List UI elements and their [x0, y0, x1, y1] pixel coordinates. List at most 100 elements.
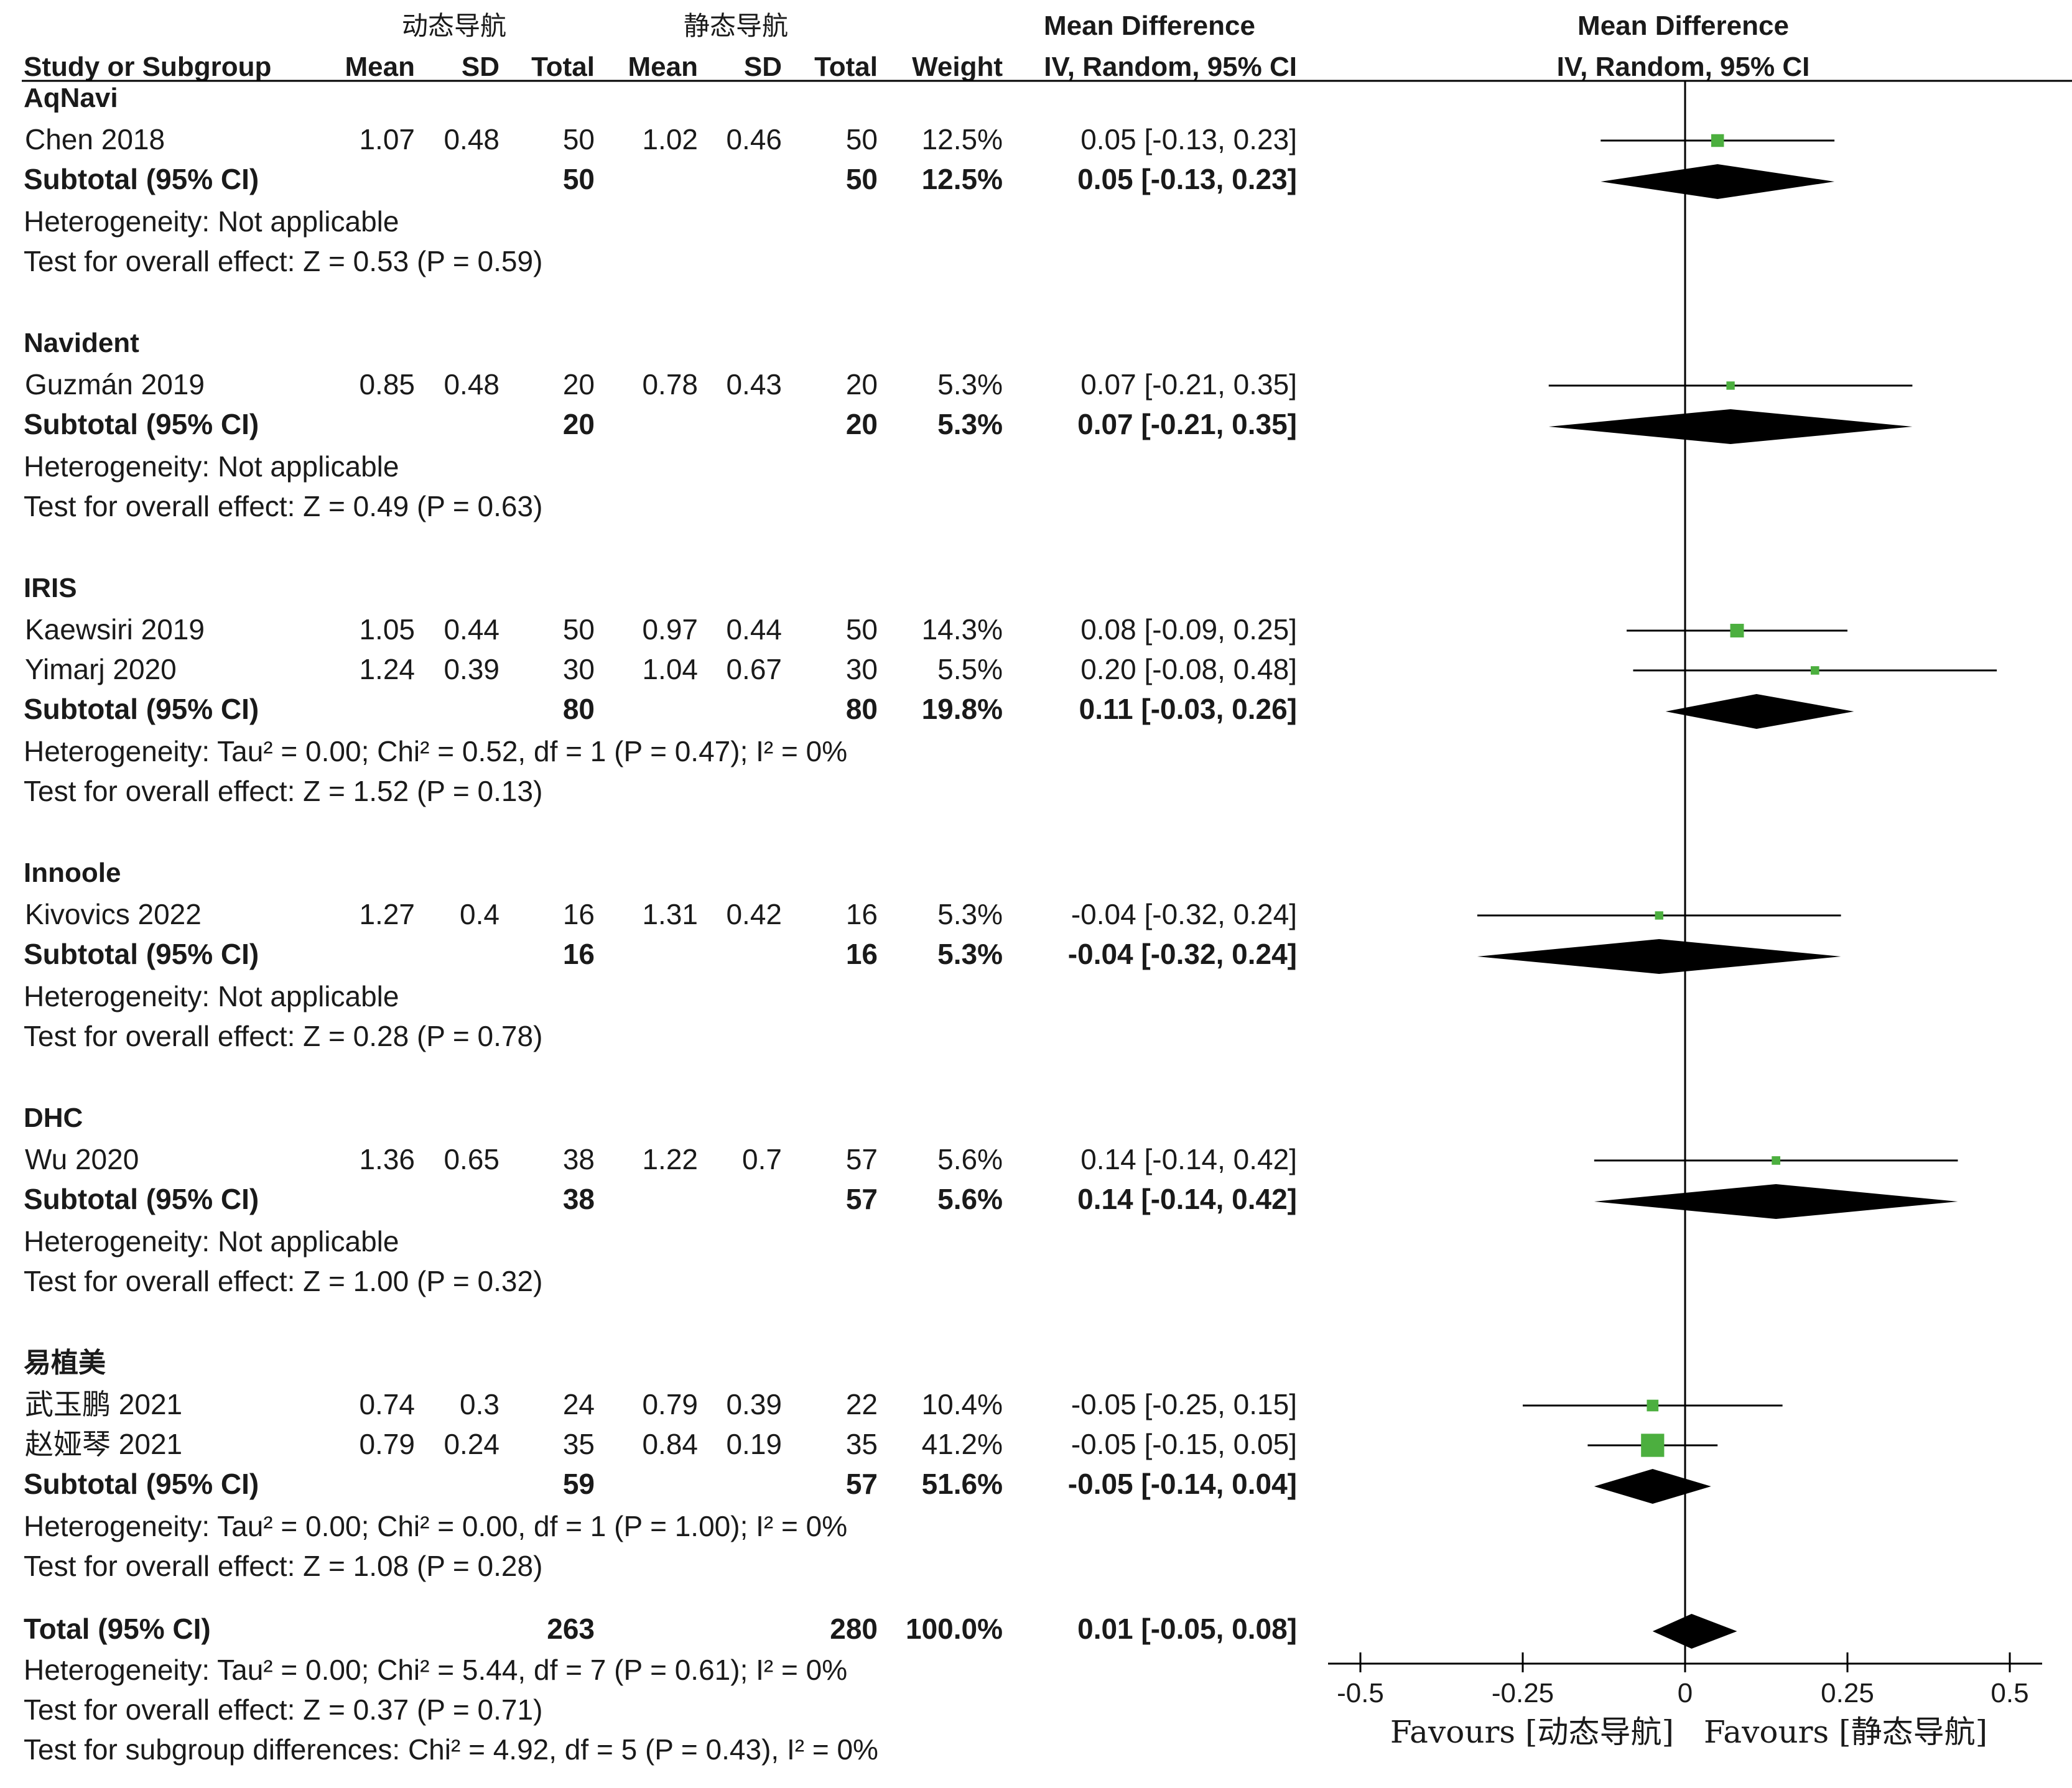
sd1-value: 0.3: [460, 1388, 499, 1420]
heterogeneity-text: Heterogeneity: Tau² = 0.00; Chi² = 0.00,…: [24, 1510, 847, 1542]
weight-value: 5.3%: [937, 898, 1003, 930]
subtotal-ci: 0.05 [-0.13, 0.23]: [1077, 163, 1297, 195]
total1-value: 35: [563, 1428, 595, 1460]
study-name: 武玉鹏 2021: [25, 1388, 182, 1420]
total-diamond: [1652, 1614, 1737, 1649]
subtotal-label: Subtotal (95% CI): [24, 693, 259, 725]
sd1-value: 0.48: [444, 368, 499, 401]
subtotal-diamond: [1477, 939, 1841, 974]
subtotal-total2: 50: [846, 163, 878, 195]
sd1-value: 0.24: [444, 1428, 499, 1460]
subgroup-title: Navident: [24, 328, 139, 358]
favours-right-label: Favours [静态导航]: [1704, 1714, 1987, 1750]
subtotal-label: Subtotal (95% CI): [24, 1468, 259, 1500]
study-name: 赵娅琴 2021: [25, 1428, 182, 1460]
study-name: Guzmán 2019: [25, 368, 205, 401]
overall-effect-text: Test for overall effect: Z = 0.53 (P = 0…: [24, 245, 542, 277]
x-tick-label: -0.5: [1337, 1678, 1384, 1708]
overall-effect-text: Test for overall effect: Z = 1.00 (P = 0…: [24, 1265, 542, 1297]
mean2-value: 1.02: [642, 123, 698, 155]
sd2-value: 0.43: [726, 368, 782, 401]
ci-column-title: Mean Difference: [1044, 11, 1255, 41]
sd2-value: 0.19: [726, 1428, 782, 1460]
total2-value: 50: [846, 123, 878, 155]
ci-value: 0.07 [-0.21, 0.35]: [1080, 368, 1297, 401]
total2-value: 30: [846, 653, 878, 685]
subtotal-total2: 80: [846, 693, 878, 725]
subtotal-diamond: [1594, 1184, 1958, 1219]
mean2-value: 0.97: [642, 613, 698, 646]
study-name: Wu 2020: [25, 1143, 139, 1175]
heterogeneity-text: Heterogeneity: Tau² = 0.00; Chi² = 0.52,…: [24, 735, 847, 767]
mean1-value: 1.05: [359, 613, 415, 646]
sd2-value: 0.42: [726, 898, 782, 930]
study-point-estimate: [1726, 381, 1735, 390]
study-point-estimate: [1641, 1434, 1665, 1457]
subtotal-ci: -0.04 [-0.32, 0.24]: [1068, 938, 1297, 970]
subtotal-label: Subtotal (95% CI): [24, 408, 259, 440]
subtotal-diamond: [1665, 694, 1854, 729]
ci-value: 0.14 [-0.14, 0.42]: [1080, 1143, 1297, 1175]
weight-value: 5.3%: [937, 368, 1003, 401]
overall-effect-text: Test for overall effect: Z = 1.08 (P = 0…: [24, 1550, 542, 1582]
sd2-value: 0.46: [726, 123, 782, 155]
plot-area: -0.5 -0.25 0 0.25 0.5 Favours [动态导航] Favours […: [1328, 81, 2042, 1750]
weight-value: 14.3%: [922, 613, 1003, 646]
sd1-value: 0.39: [444, 653, 499, 685]
sd2-value: 0.44: [726, 613, 782, 646]
subtotal-ci: 0.11 [-0.03, 0.26]: [1079, 693, 1297, 725]
mean2-value: 1.31: [642, 898, 698, 930]
subtotal-weight: 51.6%: [922, 1468, 1003, 1500]
subtotal-total1: 50: [563, 163, 595, 195]
subgroup-title: IRIS: [24, 573, 77, 603]
subtotal-total1: 59: [563, 1468, 595, 1500]
study-point-estimate: [1655, 911, 1663, 920]
sd2-value: 0.7: [742, 1143, 782, 1175]
total1-column-header: Total: [531, 52, 595, 82]
mean1-value: 1.07: [359, 123, 415, 155]
subtotal-label: Subtotal (95% CI): [24, 163, 259, 195]
ci-column-subheader: IV, Random, 95% CI: [1044, 52, 1297, 82]
study-column-header: Study or Subgroup: [24, 52, 271, 82]
sd2-column-header: SD: [744, 52, 782, 82]
mean2-value: 1.22: [642, 1143, 698, 1175]
mean2-value: 1.04: [642, 653, 698, 685]
table-rows: AqNavi Chen 2018 1.07 0.48 50 1.02 0.46 50 12.5%…: [24, 83, 1297, 1766]
overall-effect-text: Test for overall effect: Z = 0.28 (P = 0…: [24, 1020, 542, 1052]
sd1-value: 0.44: [444, 613, 499, 646]
total1-value: 50: [563, 613, 595, 646]
total1-value: 24: [563, 1388, 595, 1420]
total-total1: 263: [547, 1613, 595, 1645]
total-ci: 0.01 [-0.05, 0.08]: [1077, 1613, 1297, 1645]
subgroup-title: DHC: [24, 1103, 83, 1133]
x-tick-label: -0.25: [1492, 1678, 1554, 1708]
x-tick-label: 0.25: [1821, 1678, 1874, 1708]
study-name: Kivovics 2022: [25, 898, 202, 930]
subtotal-total1: 80: [563, 693, 595, 725]
sd1-column-header: SD: [462, 52, 499, 82]
subtotal-total1: 20: [563, 408, 595, 440]
mean1-value: 0.79: [359, 1428, 415, 1460]
subtotal-weight: 5.3%: [937, 408, 1003, 440]
subtotal-diamond: [1600, 164, 1835, 199]
total-total2: 280: [830, 1613, 878, 1645]
overall-effect-text: Test for overall effect: Z = 1.52 (P = 0…: [24, 775, 542, 807]
ci-value: -0.04 [-0.32, 0.24]: [1071, 898, 1297, 930]
x-tick-label: 0: [1678, 1678, 1693, 1708]
subtotal-diamond: [1594, 1469, 1711, 1504]
subgroup-differences: Test for subgroup differences: Chi² = 4.…: [24, 1733, 878, 1766]
group2-header: 静态导航: [684, 11, 788, 41]
plot-column-subheader: IV, Random, 95% CI: [1557, 52, 1810, 82]
x-tick-label: 0.5: [1991, 1678, 2028, 1708]
sd2-value: 0.67: [726, 653, 782, 685]
study-point-estimate: [1810, 666, 1819, 675]
mean1-value: 0.85: [359, 368, 415, 401]
subtotal-total2: 20: [846, 408, 878, 440]
study-point-estimate: [1711, 134, 1724, 147]
total2-value: 16: [846, 898, 878, 930]
total1-value: 20: [563, 368, 595, 401]
subtotal-total2: 16: [846, 938, 878, 970]
subtotal-weight: 19.8%: [922, 693, 1003, 725]
mean1-value: 1.27: [359, 898, 415, 930]
